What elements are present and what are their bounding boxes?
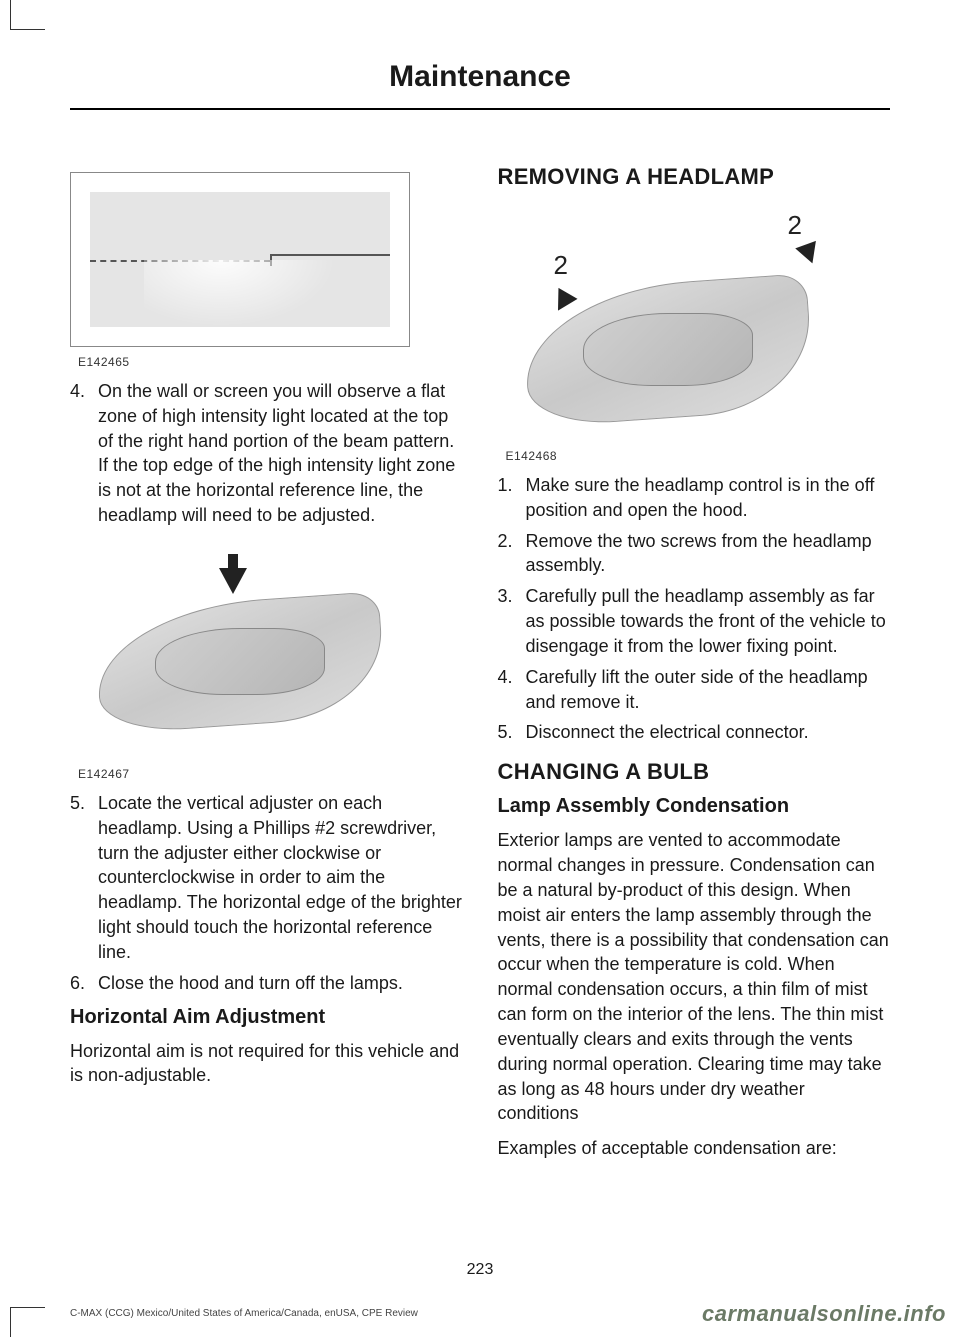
step-number: 5. — [70, 791, 98, 965]
step-text: Carefully lift the outer side of the hea… — [526, 665, 891, 715]
list-item: 4. On the wall or screen you will observ… — [70, 379, 463, 528]
figure-caption-2: E142467 — [78, 767, 463, 781]
list-item: 5. Locate the vertical adjuster on each … — [70, 791, 463, 965]
step-number: 1. — [498, 473, 526, 523]
list-item: 3. Carefully pull the headlamp assembly … — [498, 584, 891, 658]
beam-pattern-figure — [70, 172, 410, 347]
step-number: 6. — [70, 971, 98, 996]
step-text: Make sure the headlamp control is in the… — [526, 473, 891, 523]
headlamp-adjuster-figure — [70, 538, 410, 763]
list-item: 5. Disconnect the electrical connector. — [498, 720, 891, 745]
content-columns: E142465 4. On the wall or screen you wil… — [0, 150, 960, 1171]
condensation-body: Exterior lamps are vented to accommodate… — [498, 828, 891, 1126]
right-column: REMOVING A HEADLAMP 2 2 E142468 1. Make … — [498, 150, 891, 1171]
figure-caption-3: E142468 — [506, 449, 891, 463]
step-list-c: 1. Make sure the headlamp control is in … — [498, 473, 891, 745]
step-number: 3. — [498, 584, 526, 658]
figure-caption-1: E142465 — [78, 355, 463, 369]
step-text: Locate the vertical adjuster on each hea… — [98, 791, 463, 965]
list-item: 4. Carefully lift the outer side of the … — [498, 665, 891, 715]
step-number: 4. — [70, 379, 98, 528]
condensation-heading: Lamp Assembly Condensation — [498, 795, 891, 818]
step-text: Remove the two screws from the headlamp … — [526, 529, 891, 579]
changing-bulb-heading: CHANGING A BULB — [498, 759, 891, 785]
title-rule — [70, 108, 890, 110]
step-number: 2. — [498, 529, 526, 579]
page-number: 223 — [0, 1261, 960, 1279]
removing-headlamp-heading: REMOVING A HEADLAMP — [498, 164, 891, 190]
page-title: Maintenance — [0, 0, 960, 108]
headlamp-removal-figure: 2 2 — [498, 200, 838, 445]
step-text: Close the hood and turn off the lamps. — [98, 971, 403, 996]
step-text: On the wall or screen you will observe a… — [98, 379, 463, 528]
horizontal-aim-heading: Horizontal Aim Adjustment — [70, 1006, 463, 1029]
list-item: 6. Close the hood and turn off the lamps… — [70, 971, 463, 996]
horizontal-aim-body: Horizontal aim is not required for this … — [70, 1039, 463, 1089]
list-item: 1. Make sure the headlamp control is in … — [498, 473, 891, 523]
list-item: 2. Remove the two screws from the headla… — [498, 529, 891, 579]
left-column: E142465 4. On the wall or screen you wil… — [70, 150, 463, 1171]
step-number: 5. — [498, 720, 526, 745]
footer-note: C-MAX (CCG) Mexico/United States of Amer… — [70, 1308, 418, 1319]
watermark: carmanualsonline.info — [702, 1301, 946, 1327]
callout-label: 2 — [788, 210, 802, 241]
step-text: Disconnect the electrical connector. — [526, 720, 809, 745]
step-number: 4. — [498, 665, 526, 715]
callout-label: 2 — [554, 250, 568, 281]
step-text: Carefully pull the headlamp assembly as … — [526, 584, 891, 658]
step-list-a: 4. On the wall or screen you will observ… — [70, 379, 463, 528]
examples-lead: Examples of acceptable condensation are: — [498, 1136, 891, 1161]
step-list-b: 5. Locate the vertical adjuster on each … — [70, 791, 463, 996]
